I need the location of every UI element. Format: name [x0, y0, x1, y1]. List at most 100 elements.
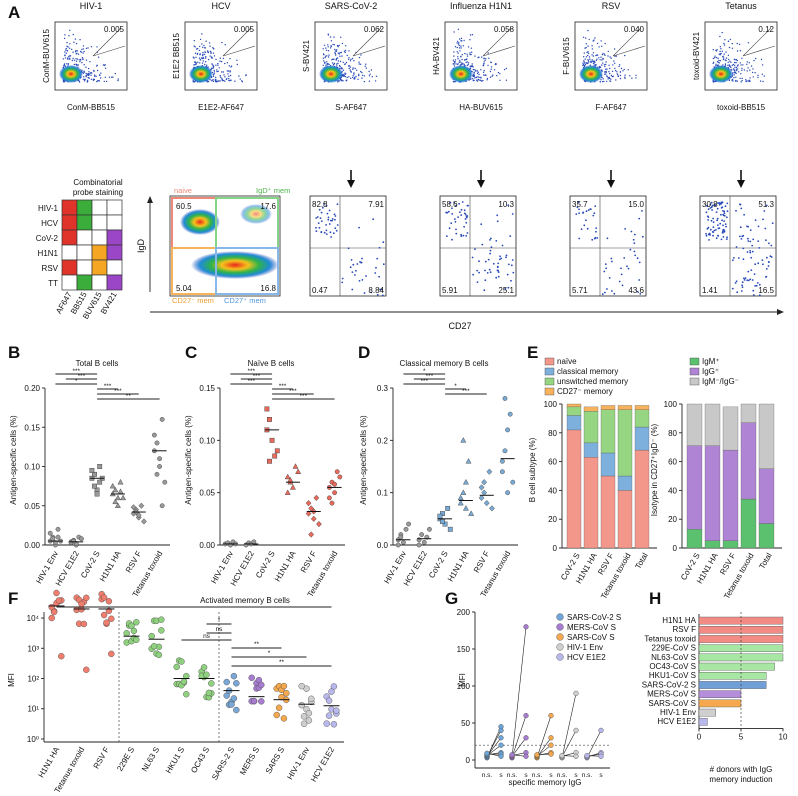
flow-event: [229, 74, 232, 77]
flow-event: [211, 67, 213, 70]
h-bar-9: [698, 699, 742, 708]
flow-event: [220, 76, 222, 79]
flow-event: [453, 51, 455, 53]
panel_d-point: [457, 494, 464, 501]
flow-event: [731, 64, 733, 67]
quad-event: [508, 263, 510, 266]
flow-event: [210, 51, 212, 53]
flow-event: [712, 62, 714, 65]
quad-event: [723, 212, 726, 215]
flow-event: [741, 67, 743, 70]
flow-xlabel-3: HA-BUV615: [459, 103, 503, 112]
flow-event: [605, 68, 607, 71]
panel_b-cat-2: CoV-2 S: [79, 550, 102, 580]
flow-event: [85, 59, 88, 61]
flow-event: [346, 54, 348, 57]
flow-ylabel-1: E1E2 BB515: [172, 33, 181, 79]
flow-event: [199, 54, 201, 56]
flow-event: [472, 79, 475, 82]
quad-event: [322, 206, 324, 209]
flow-event: [201, 62, 204, 64]
panel_c-point: [313, 494, 320, 501]
flow-event: [371, 76, 373, 78]
flow-event: [712, 49, 714, 51]
quad-event: [497, 275, 500, 278]
g-pair-line: [511, 626, 527, 758]
f-point: [83, 594, 90, 602]
flow-event: [65, 49, 67, 51]
flow-event: [217, 80, 219, 82]
flow-event: [340, 51, 342, 54]
f-sig-3: **: [254, 641, 260, 648]
flow-event: [350, 58, 352, 61]
g-legend-marker-0: [556, 613, 564, 621]
flow-event: [98, 80, 100, 82]
flow-event: [84, 79, 86, 81]
quad-event: [577, 201, 580, 204]
flow-event: [85, 72, 87, 75]
flow-population-1: [189, 65, 213, 83]
quad-event: [750, 256, 753, 259]
quad-event: [327, 218, 330, 221]
quad-event: [636, 290, 639, 293]
panel_d-ytick-label: 0.0: [377, 541, 389, 550]
combo-cell-2-3: [106, 229, 123, 246]
flow-event: [83, 71, 86, 73]
quad-event: [735, 280, 738, 283]
flow-event: [338, 65, 341, 67]
panel_c-ytick-label: 0.15: [199, 384, 215, 393]
flow-event: [361, 77, 363, 79]
quad-event: [604, 291, 606, 294]
panel_d-point: [401, 539, 406, 545]
quad-event: [761, 259, 764, 261]
flow-event: [337, 60, 340, 62]
flow-event: [614, 69, 617, 72]
flow-gate-freq-5: 0.12: [758, 25, 774, 34]
quad-event: [450, 222, 453, 225]
quad-event: [611, 260, 613, 263]
quad-event: [499, 258, 501, 261]
flow-event: [82, 52, 84, 54]
quad-event: [707, 208, 710, 211]
e-legend2-label-0: IgM⁺: [702, 357, 720, 366]
flow-event: [463, 64, 465, 66]
f-point: [155, 651, 163, 659]
flow-event: [598, 46, 600, 48]
g-point-s: [548, 742, 554, 748]
flow-event: [735, 68, 738, 71]
flow-event: [87, 73, 89, 75]
g-ytick-label: 100: [457, 682, 471, 691]
quad-event: [747, 237, 749, 240]
quad-q3-1: 5.91: [442, 286, 458, 295]
quad-event: [476, 269, 479, 272]
down-arrow-head-5: [737, 180, 745, 188]
flow-event: [475, 79, 478, 81]
panel_b-point: [141, 518, 147, 525]
flow-event: [92, 78, 95, 81]
panel_b-point: [94, 491, 100, 497]
flow-event: [334, 52, 336, 54]
flow-event: [85, 76, 87, 78]
panel_b-sig-5: **: [126, 393, 132, 400]
panel-h-xlabel-2: memory induction: [709, 775, 772, 784]
e-right-segment: [722, 406, 739, 451]
g-legend-marker-3: [556, 643, 564, 651]
g-point-s: [548, 712, 554, 719]
flow-event: [752, 76, 754, 78]
flow-event: [343, 74, 345, 77]
flow-event: [740, 73, 742, 75]
quad-event: [585, 210, 588, 213]
flow-event: [609, 72, 611, 75]
panel_d-point: [460, 489, 467, 495]
flow-event: [738, 71, 740, 73]
quad-event: [633, 233, 636, 236]
flow-event: [369, 73, 371, 75]
flow-event: [207, 58, 210, 61]
flow-event: [220, 60, 223, 63]
flow-event: [329, 36, 332, 38]
g-ytick-label: 50: [461, 719, 470, 728]
flow-event: [202, 51, 204, 54]
flow-gate-freq-4: 0.040: [624, 25, 645, 34]
quad-event: [713, 204, 716, 207]
e-legend2-swatch-1: [689, 367, 700, 376]
